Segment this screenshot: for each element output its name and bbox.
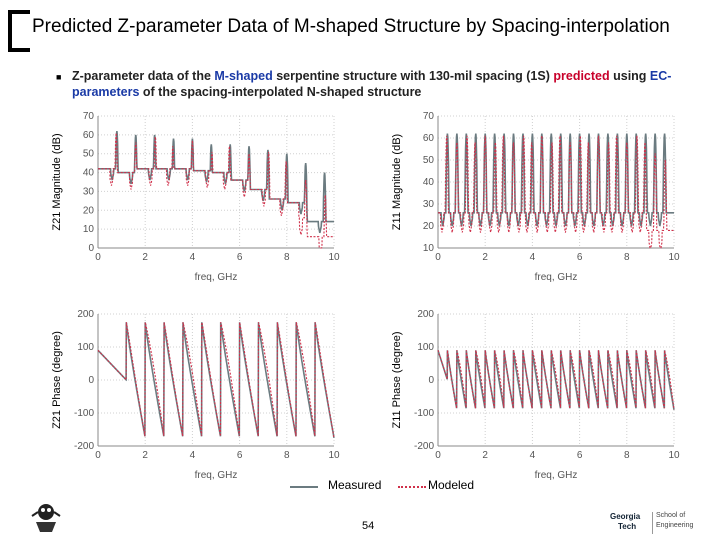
bullet-text-m-shaped: M-shaped [214,69,273,83]
y-tick-label: 200 [77,309,94,320]
slide-title: Predicted Z-parameter Data of M-shaped S… [32,16,670,37]
y-tick-label: 0 [88,375,94,386]
x-axis-label: freq, GHz [535,470,578,481]
y-tick-label: 70 [83,111,95,122]
bullet-icon: ■ [56,72,62,82]
title-bracket-decoration [8,10,30,52]
x-tick-label: 2 [142,252,148,263]
y-tick-label: 30 [83,186,95,197]
y-tick-label: -200 [74,441,94,452]
z21-magnitude-chart: 0 10 20 30 40 50 60 70 0 2 4 6 8 10 freq, GHz Z21 Magni… [51,111,340,283]
y-tick-label: 50 [83,149,95,160]
slide-bullet-text: Z-parameter data of the M-shaped serpent… [72,68,712,100]
y-tick-label: 60 [83,130,95,141]
series-modeled [438,135,674,249]
y-tick-label: 20 [423,221,435,232]
logo-line-school: School of [656,512,686,519]
x-axis-label: freq, GHz [195,272,238,283]
legend-measured-label: Measured [328,478,382,492]
y-tick-label: 70 [423,111,435,122]
bullet-text-predicted: predicted [553,69,610,83]
y-tick-label: 60 [423,133,435,144]
y-axis-label: Z11 Magnitude (dB) [391,134,403,230]
x-tick-label: 10 [328,252,340,263]
x-axis-label: freq, GHz [195,470,238,481]
y-tick-label: 40 [83,168,95,179]
x-axis-label: freq, GHz [535,272,578,283]
modeled-swatch [398,486,426,488]
y-tick-label: 0 [88,243,94,254]
legend-modeled-label: Modeled [428,478,475,492]
y-tick-label: 200 [417,309,434,320]
x-tick-label: 6 [577,450,583,461]
x-tick-label: 8 [624,450,630,461]
y-tick-label: 40 [423,177,435,188]
x-tick-label: 4 [190,450,196,461]
y-axis-label: Z21 Phase (degree) [51,331,63,429]
bullet-text-part: Z-parameter data of the [72,69,215,83]
x-tick-label: 0 [435,252,441,263]
bullet-text-part: using [609,69,650,83]
x-tick-label: 10 [668,252,680,263]
series-modeled [437,350,675,410]
x-tick-label: 10 [668,450,680,461]
x-tick-label: 4 [530,450,536,461]
x-tick-label: 4 [190,252,196,263]
y-tick-label: 50 [423,155,435,166]
x-tick-label: 8 [624,252,630,263]
y-tick-label: 0 [428,375,434,386]
z21-phase-chart: -200 -100 0 100 200 0 2 4 6 8 10 freq, GHz Z21 Phase… [51,309,340,481]
y-tick-label: 20 [83,205,95,216]
logo-line-tech: Tech [618,522,637,531]
y-tick-label: -100 [414,408,434,419]
y-axis-label: Z11 Phase (degree) [391,331,403,428]
x-tick-label: 2 [482,252,488,263]
y-tick-label: -100 [74,408,94,419]
page-number: 54 [362,520,375,532]
x-tick-label: 8 [284,450,290,461]
x-tick-label: 6 [577,252,583,263]
y-tick-label: 100 [417,342,434,353]
bullet-text-ec-parameters: EC-parameters [72,69,672,99]
gt-mascot-logo [31,504,61,532]
x-tick-label: 6 [237,450,243,461]
y-tick-label: 30 [423,199,435,210]
y-tick-label: 10 [423,243,435,254]
series-measured [438,133,674,227]
y-tick-label: -200 [414,441,434,452]
measured-swatch [290,486,318,488]
x-tick-label: 10 [328,450,340,461]
x-tick-label: 0 [435,450,441,461]
x-tick-label: 2 [142,450,148,461]
series-measured [98,130,334,234]
logo-line-georgia: Georgia [610,512,641,521]
logo-divider [652,512,653,534]
y-tick-label: 100 [77,342,94,353]
bullet-text-part: of the spacing-interpolated N-shaped str… [139,85,422,99]
x-tick-label: 2 [482,450,488,461]
y-tick-label: 10 [83,224,95,235]
logo-line-engineering: Engineering [656,522,694,529]
bullet-text-part: serpentine structure with 130-mil spacin… [272,69,554,83]
georgia-tech-wordmark: Georgia Tech [610,512,650,534]
x-tick-label: 6 [237,252,243,263]
z11-phase-chart: -200 -100 0 100 200 0 2 4 6 8 10 freq, GHz Z11 Phase… [391,309,680,481]
y-axis-label: Z21 Magnitude (dB) [51,133,63,230]
z11-magnitude-chart: 10 20 30 40 50 60 70 0 2 4 6 8 10 freq, GHz Z11 Magnit… [391,111,680,283]
x-tick-label: 4 [530,252,536,263]
series-modeled [98,132,334,249]
x-tick-label: 0 [95,252,101,263]
x-tick-label: 8 [284,252,290,263]
x-tick-label: 0 [95,450,101,461]
series-modeled [97,322,335,438]
series-measured [437,350,675,410]
